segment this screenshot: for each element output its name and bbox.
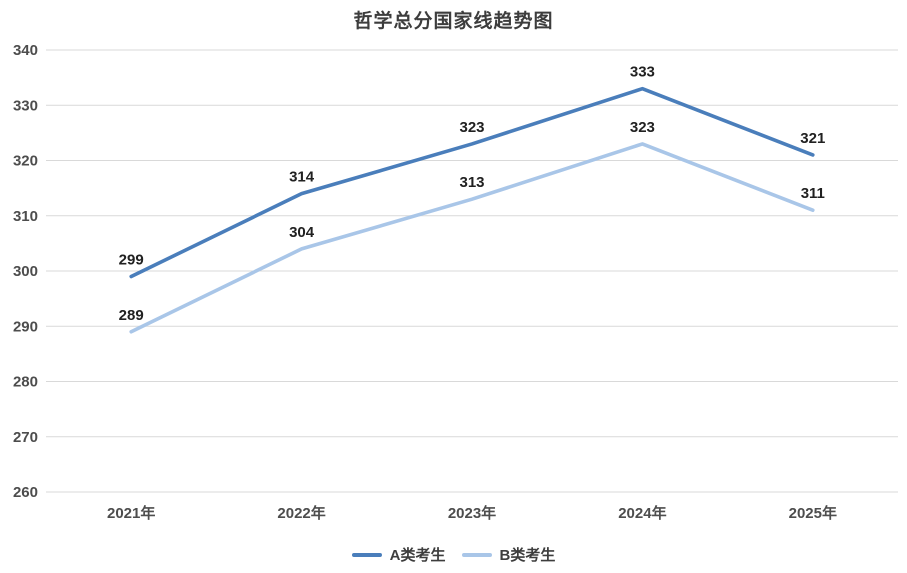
data-label: 299 bbox=[119, 252, 144, 269]
x-axis-tick-label: 2023年 bbox=[448, 504, 496, 522]
y-axis-tick-label: 340 bbox=[13, 42, 38, 59]
y-axis-tick-label: 310 bbox=[13, 208, 38, 225]
legend-swatch-series-b bbox=[461, 552, 492, 557]
y-axis-tick-label: 330 bbox=[13, 97, 38, 114]
data-label: 289 bbox=[119, 307, 144, 324]
chart-title: 哲学总分国家线趋势图 bbox=[353, 11, 554, 32]
x-axis-tick-label: 2022年 bbox=[277, 504, 325, 522]
legend-item-series-a: A类考生 bbox=[351, 544, 446, 565]
y-axis-tick-label: 270 bbox=[13, 429, 38, 446]
series-line-1 bbox=[129, 142, 815, 334]
legend-label-series-a: A类考生 bbox=[389, 547, 446, 564]
y-axis-tick-label: 260 bbox=[13, 484, 38, 501]
data-label: 314 bbox=[289, 169, 315, 186]
data-label: 321 bbox=[800, 130, 825, 147]
data-label: 304 bbox=[289, 224, 315, 241]
data-label: 323 bbox=[630, 119, 655, 136]
data-label: 311 bbox=[801, 185, 825, 202]
x-axis-tick-label: 2021年 bbox=[107, 504, 155, 522]
y-axis-tick-label: 290 bbox=[13, 318, 38, 335]
chart-legend: A类考生 B类考生 bbox=[0, 544, 907, 565]
legend-label-series-b: B类考生 bbox=[499, 547, 556, 564]
data-label: 323 bbox=[459, 119, 484, 136]
data-label: 313 bbox=[459, 174, 484, 191]
y-axis-tick-label: 320 bbox=[13, 153, 38, 170]
series-line-0 bbox=[129, 86, 815, 279]
y-axis-tick-label: 280 bbox=[13, 374, 38, 391]
legend-swatch-series-a bbox=[351, 552, 382, 557]
data-label: 333 bbox=[630, 64, 655, 81]
x-axis-tick-label: 2024年 bbox=[618, 504, 666, 522]
y-axis-tick-label: 300 bbox=[13, 263, 38, 280]
x-axis-tick-label: 2025年 bbox=[789, 504, 837, 522]
legend-item-series-b: B类考生 bbox=[461, 544, 556, 565]
